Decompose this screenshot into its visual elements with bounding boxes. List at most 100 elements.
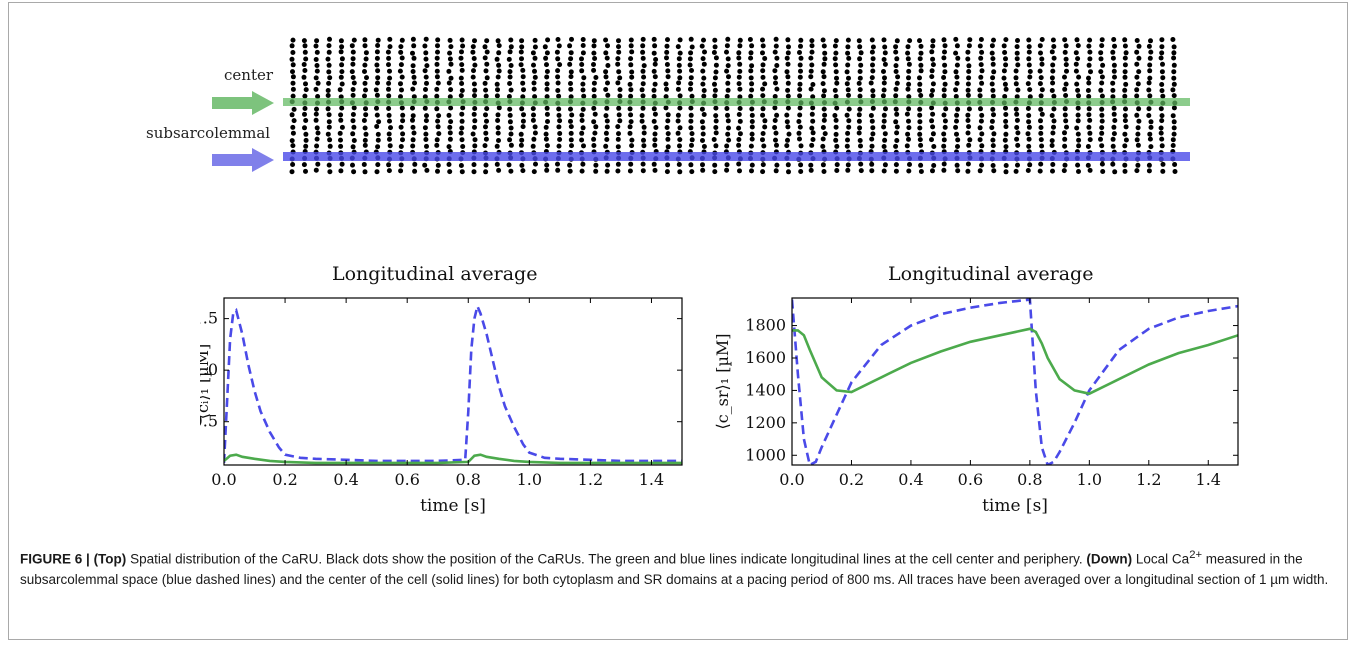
- caru-dot: [760, 112, 766, 118]
- caru-dot: [1159, 136, 1165, 142]
- caru-dot: [399, 37, 405, 43]
- caru-dot: [941, 37, 947, 43]
- caru-dot: [338, 143, 344, 149]
- caru-dot: [641, 130, 647, 136]
- caru-dot: [820, 125, 826, 130]
- caru-dot: [784, 55, 790, 61]
- caru-dot: [325, 131, 331, 137]
- caru-dot: [918, 50, 924, 56]
- caru-dot: [652, 142, 658, 148]
- caru-dot: [398, 168, 404, 174]
- caru-dot: [458, 93, 464, 99]
- caru-dot: [1038, 130, 1044, 136]
- caru-dot: [965, 81, 971, 87]
- caru-dot: [387, 44, 393, 50]
- caru-dot: [1158, 55, 1164, 61]
- caru-dot: [809, 62, 815, 68]
- caru-dot: [1003, 37, 1009, 43]
- caru-dot: [616, 131, 621, 137]
- caru-dot: [1134, 87, 1140, 93]
- caru-dot: [856, 112, 862, 118]
- caru-dot: [677, 143, 682, 149]
- caru-dot: [665, 68, 671, 74]
- caru-dot: [580, 106, 586, 112]
- caru-dot: [448, 119, 454, 125]
- caru-dot: [542, 44, 548, 50]
- caru-dot: [749, 136, 755, 142]
- caru-dot: [507, 81, 513, 86]
- caru-dot: [965, 56, 971, 62]
- caru-dot: [979, 49, 985, 55]
- caru-dot: [1110, 55, 1116, 61]
- caru-dot: [1025, 131, 1031, 137]
- caru-dot: [411, 94, 417, 100]
- caru-dot: [1147, 93, 1153, 99]
- caru-dot: [434, 61, 440, 67]
- caru-dot: [579, 130, 585, 136]
- caru-dot: [905, 131, 911, 137]
- caru-dot: [579, 62, 585, 67]
- caru-dot: [832, 43, 838, 49]
- caru-dot: [530, 50, 536, 56]
- caru-dot: [821, 106, 827, 112]
- caru-dot: [531, 169, 537, 175]
- caru-dot: [362, 169, 368, 175]
- caru-dot: [1026, 124, 1032, 130]
- caru-dot: [737, 168, 742, 174]
- caru-dot: [785, 93, 791, 99]
- series-center-line: [224, 453, 682, 465]
- caru-dot: [435, 49, 440, 55]
- caru-dot: [494, 56, 500, 62]
- caru-dot: [942, 49, 947, 55]
- caru-dot: [301, 62, 307, 67]
- caru-dot: [411, 74, 417, 80]
- x-axis-label: time [s]: [982, 496, 1048, 516]
- caru-dot: [581, 75, 587, 81]
- caru-dot: [797, 50, 802, 55]
- caru-dot: [701, 112, 707, 117]
- caru-dot: [1039, 61, 1045, 67]
- caru-dot: [1159, 82, 1165, 87]
- caru-dot: [821, 169, 827, 174]
- caru-dot: [1172, 169, 1178, 174]
- caption-down-label: (Down): [1086, 551, 1133, 567]
- caru-dot: [941, 55, 947, 61]
- caru-dot: [471, 68, 476, 74]
- caru-dot: [362, 69, 367, 74]
- caru-dot: [711, 50, 717, 55]
- caru-dot: [1099, 106, 1105, 112]
- caru-dot: [1062, 74, 1067, 80]
- caru-dot: [364, 75, 369, 81]
- caru-dot: [1122, 93, 1128, 99]
- caru-dot: [1160, 168, 1166, 174]
- caru-dot: [483, 112, 488, 118]
- caru-dot: [821, 43, 827, 49]
- caru-dot: [737, 131, 743, 137]
- caru-dot: [941, 161, 947, 167]
- caru-dot: [881, 124, 887, 130]
- caru-dot: [556, 124, 562, 130]
- caru-dot: [785, 105, 791, 111]
- caru-dot: [496, 50, 502, 56]
- caru-dot: [507, 49, 513, 55]
- caru-dot: [652, 81, 658, 87]
- caru-dot: [821, 88, 827, 94]
- caru-dot: [531, 136, 537, 142]
- caru-dot: [834, 80, 840, 86]
- caru-dot: [313, 117, 319, 123]
- caru-dot: [1027, 69, 1033, 74]
- caru-dot: [844, 69, 850, 75]
- caru-dot: [459, 118, 465, 124]
- caru-dot: [762, 81, 768, 87]
- caru-dot: [894, 80, 900, 86]
- caru-dot: [675, 118, 681, 124]
- caru-dot: [881, 87, 887, 93]
- caru-dot: [495, 38, 501, 44]
- caru-dot: [979, 68, 985, 74]
- caru-dot: [521, 87, 526, 93]
- caru-dot: [965, 87, 971, 93]
- caru-dot: [303, 81, 308, 87]
- caru-dot: [1146, 43, 1152, 49]
- caru-dot: [362, 37, 368, 43]
- x-tick-label: 1.0: [1077, 470, 1102, 489]
